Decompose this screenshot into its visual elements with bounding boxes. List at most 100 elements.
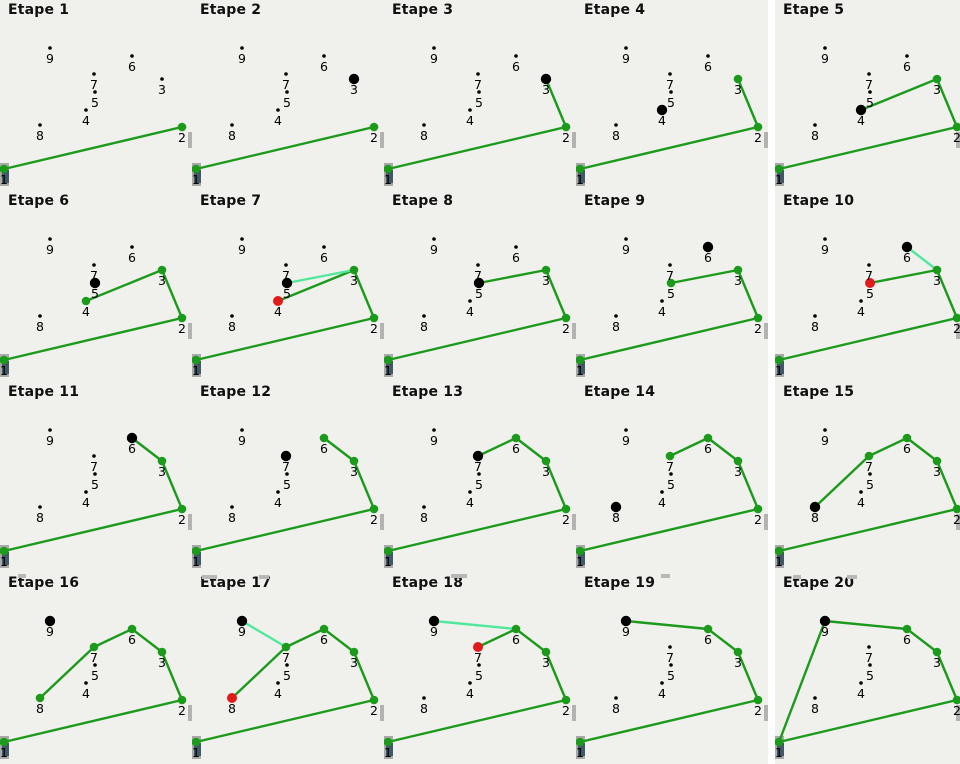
step-plot: 1 2 3 45 6 7 8 9 (0, 237, 187, 378)
point-label-7: 7 (666, 650, 674, 665)
hull-point-1 (0, 164, 9, 174)
hull-edge-2-3 (736, 268, 760, 320)
point-9 (823, 46, 827, 50)
hull-edge-3-6 (706, 436, 740, 463)
hull-edge-7-8 (813, 454, 871, 509)
point-label-8: 8 (36, 319, 44, 334)
render-artifact-right (956, 514, 960, 530)
point-label-8: 8 (228, 701, 236, 716)
hull-point-2 (561, 504, 571, 514)
hull-point-2 (177, 504, 187, 514)
point-label-2: 2 (754, 512, 762, 527)
point-label-6: 6 (704, 441, 712, 456)
point-label-5: 5 (91, 95, 99, 110)
point-label-3: 3 (734, 655, 742, 670)
point-label-5: 5 (866, 477, 874, 492)
point-label-2: 2 (562, 321, 570, 336)
point-label-1: 1 (775, 172, 783, 187)
point-9 (48, 46, 52, 50)
point-label-7: 7 (282, 268, 290, 283)
point-9 (624, 428, 628, 432)
point-label-6: 6 (903, 441, 911, 456)
point-label-8: 8 (228, 319, 236, 334)
hull-edge-3-6 (130, 436, 164, 463)
point-4 (468, 299, 472, 303)
hull-point-2 (369, 122, 379, 132)
step-plot: 1 2 3 45 6 7 8 9 (576, 46, 763, 187)
hull-edge-9-1 (777, 619, 827, 744)
point-label-1: 1 (384, 363, 392, 378)
hull-point-2 (561, 313, 571, 323)
point-label-8: 8 (420, 510, 428, 525)
removed-point-8 (227, 693, 237, 703)
panel-title: Etape 8 (392, 193, 454, 209)
hull-point-6 (703, 624, 713, 634)
render-artifact-bottom-left (384, 163, 393, 186)
hull-edge-6-7 (867, 436, 909, 458)
render-artifact-right (380, 323, 384, 339)
point-label-5: 5 (283, 286, 291, 301)
hull-point-3 (932, 647, 942, 657)
render-artifact-bottom-left (384, 545, 393, 568)
candidate-point-7 (280, 450, 292, 462)
point-6 (514, 245, 518, 249)
render-artifact-bottom-left (576, 545, 585, 568)
hull-point-1 (576, 737, 585, 747)
hull-edge-2-3 (352, 650, 376, 702)
hull-edge-2-3 (935, 268, 959, 320)
hull-edge-3-5 (868, 268, 939, 285)
hull-edge-1-2 (386, 316, 568, 362)
point-label-3: 3 (933, 464, 941, 479)
point-label-3: 3 (158, 273, 166, 288)
point-label-2: 2 (754, 130, 762, 145)
point-5 (285, 90, 289, 94)
point-label-2: 2 (370, 703, 378, 718)
hull-edge-1-2 (2, 316, 184, 362)
point-label-4: 4 (857, 304, 865, 319)
point-label-7: 7 (666, 268, 674, 283)
render-artifact-bottom-left (576, 163, 585, 186)
point-label-9: 9 (622, 433, 630, 448)
hull-point-2 (561, 122, 571, 132)
point-9 (48, 428, 52, 432)
candidate-point-7 (472, 450, 484, 462)
point-label-6: 6 (512, 441, 520, 456)
hull-edge-1-2 (2, 698, 184, 744)
step-plot: 1 2 3 45 6 7 8 9 (384, 46, 571, 187)
step-plot: 1 2 3 45 6 7 8 9 (192, 428, 379, 569)
render-artifact-right (956, 705, 960, 721)
point-7 (867, 263, 871, 267)
hull-point-1 (384, 546, 393, 556)
point-label-7: 7 (865, 268, 873, 283)
render-artifact-top-dash (451, 574, 467, 578)
point-label-6: 6 (320, 441, 328, 456)
panel-title: Etape 17 (200, 575, 272, 591)
point-label-6: 6 (512, 632, 520, 647)
hull-edge-2-3 (935, 77, 959, 129)
point-label-6: 6 (128, 250, 136, 265)
point-label-5: 5 (91, 668, 99, 683)
point-6 (130, 54, 134, 58)
hull-point-6 (703, 433, 713, 443)
point-5 (477, 90, 481, 94)
hull-edge-3-6 (905, 436, 939, 463)
candidate-point-9 (620, 615, 632, 627)
point-label-4: 4 (466, 113, 474, 128)
point-label-2: 2 (562, 130, 570, 145)
point-6 (130, 245, 134, 249)
hull-edge-2-3 (935, 650, 959, 702)
hull-edge-1-2 (578, 698, 760, 744)
point-8 (813, 696, 817, 700)
point-4 (276, 681, 280, 685)
point-label-8: 8 (36, 128, 44, 143)
point-label-1: 1 (192, 172, 200, 187)
point-label-6: 6 (320, 59, 328, 74)
render-artifact-right (956, 323, 960, 339)
hull-edge-6-7 (476, 627, 518, 649)
render-artifact-top-dash (793, 575, 801, 579)
point-label-5: 5 (667, 286, 675, 301)
point-8 (422, 505, 426, 509)
